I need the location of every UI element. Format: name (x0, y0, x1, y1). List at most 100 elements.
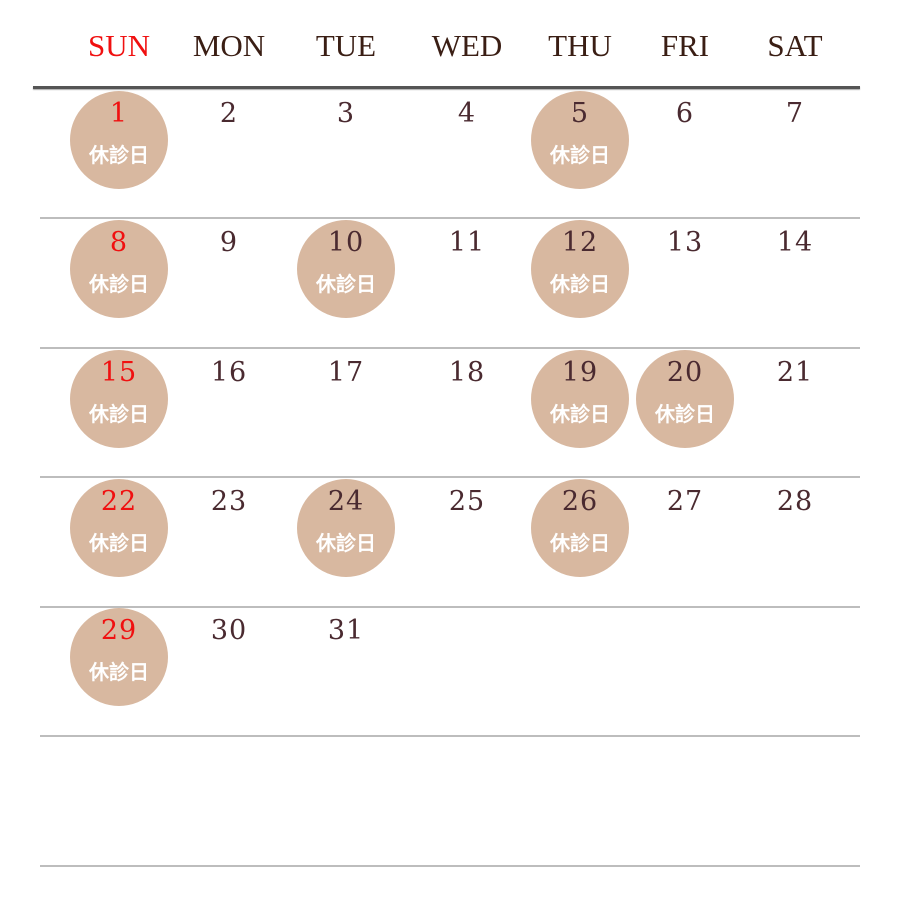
day-cell: 1 休診日 (70, 91, 168, 189)
closed-label: 休診日 (550, 401, 610, 426)
closed-day-marker (70, 220, 168, 319)
day-cell: 17 (297, 350, 395, 448)
closed-day-marker (531, 91, 629, 189)
day-cell: 12 休診日 (531, 220, 629, 319)
day-number: 22 (100, 485, 138, 517)
closed-label: 休診日 (89, 530, 149, 555)
day-cell: 15 休診日 (70, 349, 168, 448)
day-cell: 11 (418, 220, 516, 318)
closed-day-marker (70, 349, 168, 448)
day-number: 26 (561, 485, 599, 517)
day-cell: 22 休診日 (70, 478, 168, 577)
week-divider (40, 346, 860, 349)
day-number: 18 (448, 356, 486, 388)
day-number: 13 (666, 227, 704, 259)
day-number: 11 (448, 227, 486, 259)
day-cell: 21 (746, 350, 844, 448)
weekday-header-sun: SUN (87, 28, 150, 63)
day-cell: 28 (746, 479, 844, 577)
day-cell: 31 (297, 608, 395, 706)
day-number: 15 (100, 356, 138, 388)
day-cell: 8 休診日 (70, 220, 168, 319)
day-cell: 13 (636, 220, 734, 318)
week-divider (40, 864, 860, 867)
day-cell: 7 (746, 91, 844, 189)
closed-label: 休診日 (89, 660, 149, 685)
day-cell: 25 (418, 479, 516, 577)
day-number: 29 (100, 615, 138, 647)
closed-label: 休診日 (316, 530, 376, 555)
closed-label: 休診日 (316, 272, 376, 297)
day-cell: 4 (418, 91, 516, 189)
day-number: 27 (666, 485, 704, 517)
closed-label: 休診日 (655, 401, 715, 426)
weekday-header-tue: TUE (315, 28, 377, 63)
day-number: 21 (776, 356, 814, 388)
closed-day-marker (531, 349, 629, 448)
header-divider (33, 86, 860, 89)
closed-day-marker (297, 220, 395, 319)
day-cell: 18 (418, 350, 516, 448)
day-number: 10 (327, 227, 365, 259)
closed-day-marker (297, 478, 395, 577)
day-cell: 30 (180, 608, 278, 706)
day-number: 3 (336, 98, 356, 129)
day-cell: 24 休診日 (297, 478, 395, 577)
week-divider (40, 476, 860, 478)
day-cell: 26 休診日 (531, 478, 629, 577)
closed-label: 休診日 (550, 530, 610, 555)
week-divider (40, 735, 860, 737)
week-divider (40, 605, 860, 608)
day-number: 8 (109, 227, 129, 259)
closed-day-marker (70, 91, 168, 189)
day-cell: 23 (180, 479, 278, 577)
closed-day-marker (636, 349, 734, 448)
day-number: 17 (327, 356, 365, 388)
day-number: 28 (776, 485, 814, 517)
closed-label: 休診日 (89, 401, 149, 426)
day-number: 19 (561, 356, 599, 388)
day-number: 4 (457, 98, 477, 129)
weekday-header-wed: WED (431, 28, 503, 63)
closed-day-marker (531, 220, 629, 319)
day-cell: 16 (180, 350, 278, 448)
day-number: 25 (448, 485, 486, 517)
day-cell: 6 (636, 91, 734, 189)
weekday-header-thu: THU (548, 28, 612, 63)
day-cell: 14 (746, 220, 844, 318)
day-cell: 9 (180, 220, 278, 318)
closed-day-marker (70, 608, 168, 707)
weekday-header-sat: SAT (767, 28, 823, 63)
day-number: 16 (210, 356, 248, 388)
day-number: 7 (785, 98, 805, 129)
week-divider (40, 217, 860, 219)
weekday-header-fri: FRI (660, 28, 710, 63)
closed-day-marker (531, 478, 629, 577)
day-cell: 19 休診日 (531, 349, 629, 448)
day-number: 5 (570, 98, 590, 129)
day-cell: 3 (297, 91, 395, 189)
weekday-header-mon: MON (192, 28, 266, 63)
closed-label: 休診日 (550, 272, 610, 297)
day-number: 12 (561, 227, 599, 259)
day-number: 20 (666, 356, 704, 388)
day-cell: 10 休診日 (297, 220, 395, 319)
day-number: 23 (210, 485, 248, 517)
day-number: 31 (327, 615, 365, 647)
day-cell: 20 休診日 (636, 349, 734, 448)
day-number: 24 (327, 485, 365, 517)
day-cell: 2 (180, 91, 278, 189)
day-cell: 29 休診日 (70, 608, 168, 707)
day-number: 2 (219, 98, 239, 129)
closed-day-marker (70, 478, 168, 577)
day-number: 30 (210, 615, 248, 647)
day-number: 6 (675, 98, 695, 129)
day-number: 14 (776, 227, 814, 259)
closed-label: 休診日 (89, 272, 149, 297)
closed-label: 休診日 (550, 143, 610, 167)
day-number: 1 (109, 98, 129, 129)
closed-label: 休診日 (89, 143, 149, 167)
day-cell: 27 (636, 479, 734, 577)
day-number: 9 (219, 227, 239, 259)
day-cell: 5 休診日 (531, 91, 629, 189)
